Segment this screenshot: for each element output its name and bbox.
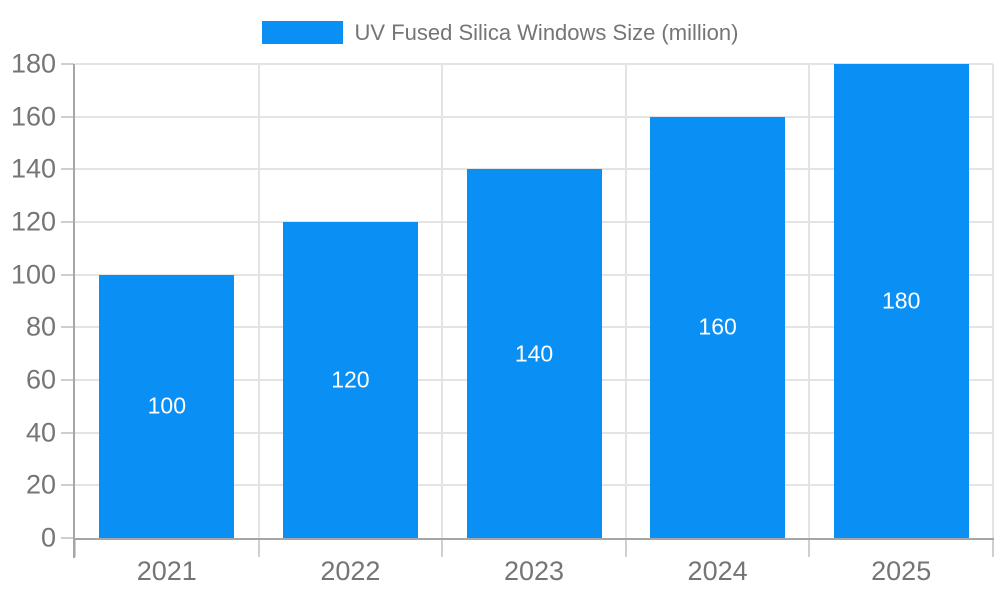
y-axis-label: 120 (10, 206, 56, 237)
legend-item[interactable]: UV Fused Silica Windows Size (million) (0, 14, 1000, 51)
y-axis-label: 20 (25, 469, 56, 500)
x-axis-tick (257, 540, 260, 557)
legend-label: UV Fused Silica Windows Size (million) (354, 19, 739, 45)
y-axis-label: 80 (25, 311, 56, 342)
x-axis-label-2024: 2024 (687, 556, 748, 586)
bar-value-label: 180 (882, 287, 921, 314)
gridline-vertical (441, 64, 444, 538)
y-axis-tick (61, 431, 74, 434)
x-axis-line (73, 538, 994, 540)
bar-value-label: 100 (147, 392, 186, 419)
gridline-horizontal (75, 63, 993, 65)
y-axis-tick (61, 537, 74, 539)
y-axis-line (73, 64, 75, 558)
bar-2023[interactable]: 140 (466, 169, 602, 538)
bar-2025[interactable]: 180 (833, 64, 969, 538)
bar-value-label: 160 (698, 313, 737, 340)
x-axis-label-2023: 2023 (503, 556, 565, 586)
y-axis-tick (61, 168, 74, 171)
bar-value-label: 140 (514, 340, 554, 367)
y-axis-label: 40 (25, 417, 56, 448)
x-axis-tick (74, 540, 76, 557)
y-axis-label: 100 (10, 259, 56, 290)
x-axis-tick (441, 540, 444, 557)
y-axis-label: 0 (40, 522, 56, 553)
x-axis-label-2025: 2025 (871, 556, 932, 586)
y-axis-label: 180 (10, 48, 56, 79)
bar-2024[interactable]: 160 (650, 116, 786, 538)
x-axis-tick (808, 540, 811, 557)
y-axis-label: 140 (10, 153, 56, 184)
legend-swatch (261, 21, 343, 44)
gridline-horizontal (75, 115, 993, 118)
y-axis-tick (61, 115, 74, 118)
y-axis-tick (61, 484, 74, 487)
y-axis-tick (61, 63, 74, 65)
y-axis-tick (61, 326, 74, 329)
x-axis-label-2022: 2022 (320, 556, 381, 586)
x-axis-label-2021: 2021 (136, 556, 197, 586)
bar-2022[interactable]: 120 (282, 222, 418, 538)
y-axis-tick (61, 221, 74, 223)
y-axis-tick (61, 273, 74, 276)
gridline-vertical (992, 64, 994, 538)
gridline-vertical (257, 64, 260, 538)
gridline-vertical (624, 64, 627, 538)
y-axis-tick (61, 379, 74, 381)
bar-2021[interactable]: 100 (99, 274, 235, 538)
y-axis-label: 160 (10, 101, 56, 132)
gridline-vertical (808, 64, 811, 538)
x-axis-tick (992, 540, 994, 557)
y-axis-label: 60 (25, 364, 56, 395)
bar-value-label: 120 (331, 366, 370, 393)
x-axis-tick (624, 540, 627, 557)
